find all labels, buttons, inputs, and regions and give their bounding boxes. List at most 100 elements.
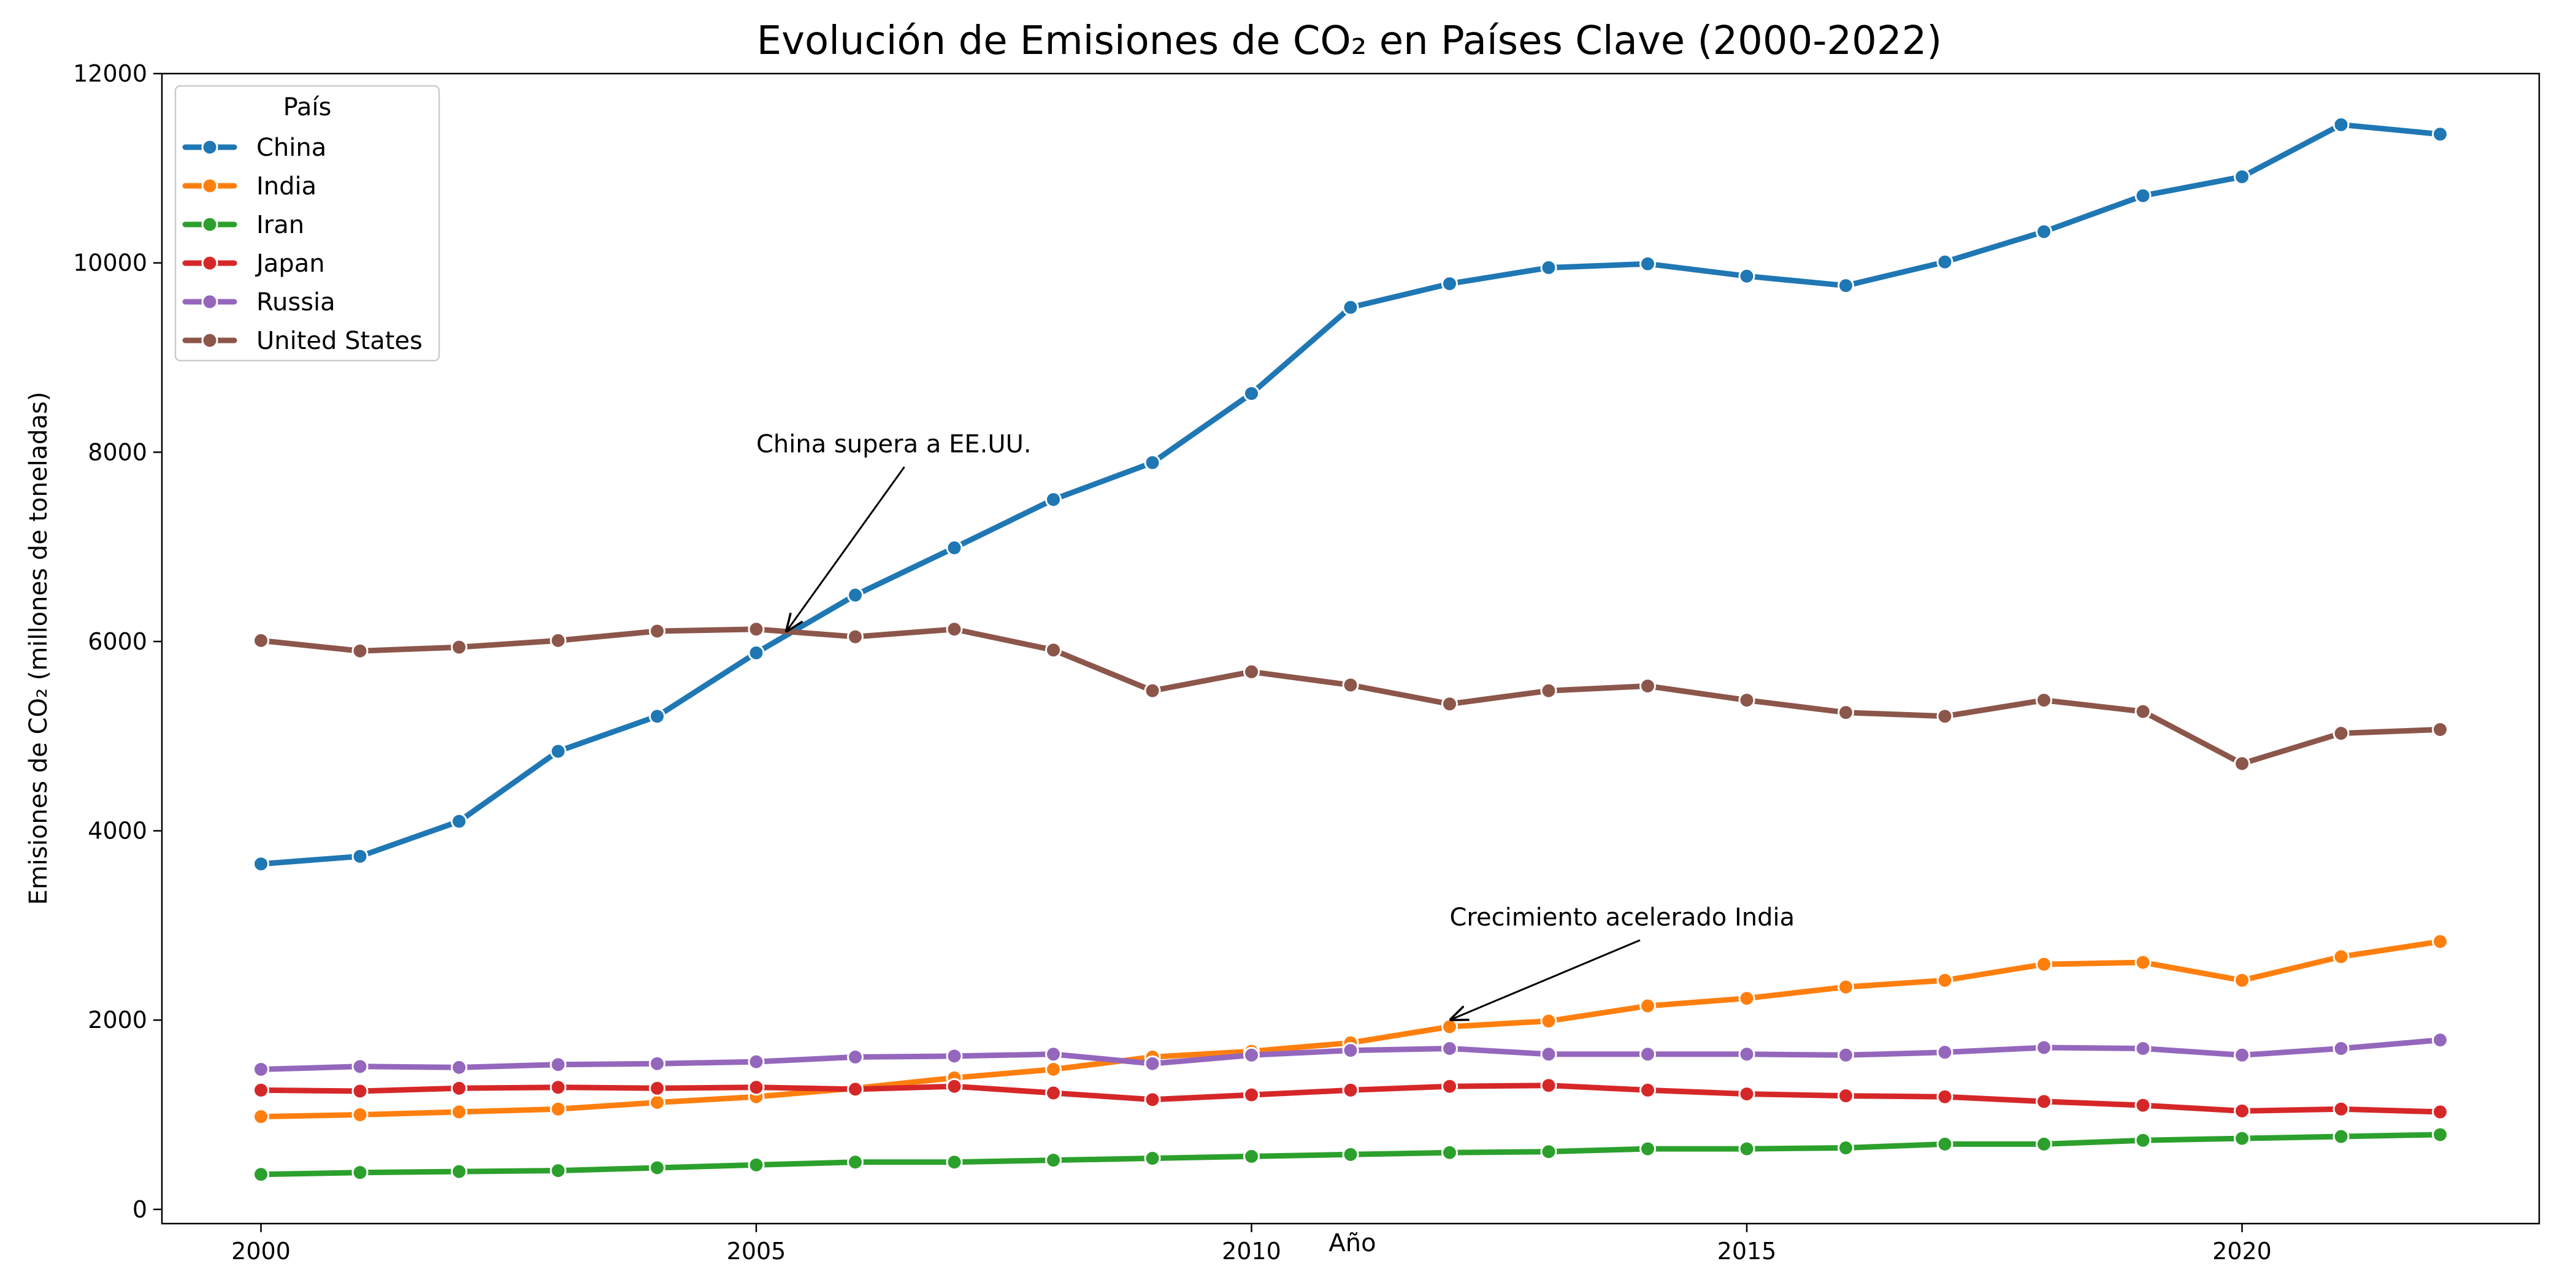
- data-point: [2036, 223, 2052, 240]
- data-point: [2134, 187, 2152, 204]
- legend-swatch-marker: [201, 255, 218, 272]
- legend-item: Russia: [182, 288, 335, 316]
- x-axis: 2000 2005 2010 2015 2020: [231, 1224, 2272, 1265]
- data-point: [1738, 1086, 1755, 1103]
- data-point: [1838, 1087, 1854, 1105]
- series-russia: [253, 1032, 2448, 1078]
- legend-swatch-marker: [201, 332, 218, 349]
- annotation: China supera a EE.UU.: [756, 430, 1032, 632]
- data-point: [2432, 1032, 2448, 1049]
- legend-label: Japan: [255, 250, 325, 278]
- data-point: [847, 1048, 864, 1065]
- x-tick-label: 2015: [1717, 1238, 1777, 1265]
- legend-item: United States: [182, 327, 423, 355]
- data-point: [2234, 972, 2250, 989]
- data-point: [351, 1083, 369, 1100]
- data-point: [550, 632, 567, 649]
- data-point: [1144, 682, 1161, 699]
- data-point: [2333, 1100, 2350, 1117]
- data-point: [946, 1154, 963, 1171]
- data-point: [1441, 696, 1458, 713]
- data-point: [1045, 1060, 1062, 1078]
- data-point: [1936, 253, 1953, 270]
- annotation-arrow: [1450, 939, 1641, 1020]
- data-point: [946, 621, 963, 638]
- data-point: [351, 1164, 369, 1181]
- data-point: [748, 644, 765, 661]
- annotation: Crecimiento acelerado India: [1450, 903, 1795, 1020]
- data-point: [2432, 1103, 2448, 1121]
- data-point: [451, 1163, 467, 1180]
- data-point: [1045, 1084, 1062, 1102]
- data-point: [253, 1060, 269, 1078]
- data-point: [1540, 1046, 1557, 1063]
- data-point: [2432, 933, 2448, 950]
- data-point: [2036, 692, 2052, 709]
- data-point: [550, 1162, 567, 1179]
- series-layer: [253, 116, 2448, 1183]
- data-point: [649, 623, 665, 640]
- y-axis-label: Emisiones de CO₂ (millones de toneladas): [25, 392, 53, 905]
- data-point: [649, 1159, 665, 1176]
- annotation-arrow: [786, 466, 905, 632]
- data-point: [2134, 954, 2152, 971]
- data-point: [1639, 997, 1656, 1014]
- data-point: [1144, 1150, 1161, 1167]
- data-point: [1738, 267, 1755, 285]
- y-tick-label: 0: [132, 1196, 147, 1223]
- data-point: [2333, 725, 2350, 742]
- data-point: [253, 1108, 269, 1125]
- data-point: [1540, 1013, 1557, 1030]
- data-point: [1441, 1018, 1458, 1035]
- data-point: [1738, 990, 1755, 1007]
- data-point: [1738, 692, 1755, 709]
- data-point: [1838, 1140, 1854, 1157]
- data-point: [1441, 275, 1458, 293]
- data-point: [351, 1058, 369, 1075]
- data-point: [649, 708, 665, 725]
- data-point: [1838, 277, 1854, 294]
- data-point: [2036, 1039, 2052, 1056]
- legend-label: India: [256, 172, 316, 201]
- data-point: [1342, 677, 1359, 694]
- x-tick-label: 2005: [727, 1238, 786, 1265]
- y-tick-label: 12000: [73, 60, 147, 87]
- series-japan: [253, 1077, 2448, 1121]
- x-tick-label: 2020: [2212, 1238, 2272, 1265]
- series-china: [253, 116, 2448, 873]
- data-point: [946, 1078, 963, 1095]
- legend-swatch-marker: [201, 177, 218, 194]
- data-point: [1639, 1046, 1656, 1063]
- data-point: [847, 1154, 864, 1171]
- data-point: [2134, 1132, 2152, 1149]
- data-point: [1243, 663, 1260, 680]
- data-point: [550, 1079, 567, 1096]
- legend-title: País: [283, 93, 332, 121]
- legend-swatch-marker: [201, 216, 218, 233]
- data-point: [1342, 1042, 1359, 1059]
- data-point: [451, 1059, 467, 1076]
- data-point: [253, 632, 269, 649]
- x-tick-label: 2010: [1222, 1238, 1281, 1265]
- y-tick-label: 8000: [88, 439, 147, 466]
- data-point: [1144, 1091, 1161, 1108]
- data-point: [1342, 299, 1359, 316]
- data-point: [253, 1081, 269, 1098]
- data-point: [1243, 385, 1260, 402]
- data-point: [847, 628, 864, 645]
- data-point: [1838, 1046, 1854, 1064]
- data-point: [2234, 1046, 2250, 1064]
- legend-label: China: [256, 134, 326, 162]
- data-point: [1441, 1040, 1458, 1057]
- data-point: [1342, 1146, 1359, 1163]
- series-iran: [253, 1126, 2448, 1183]
- legend-item: Iran: [182, 211, 304, 239]
- data-point: [2333, 948, 2350, 965]
- data-point: [1936, 1088, 1953, 1105]
- data-point: [1936, 708, 1953, 725]
- data-point: [946, 1048, 963, 1065]
- data-point: [550, 743, 567, 760]
- data-point: [1045, 642, 1062, 659]
- data-point: [2134, 703, 2152, 720]
- x-tick-label: 2000: [231, 1238, 291, 1265]
